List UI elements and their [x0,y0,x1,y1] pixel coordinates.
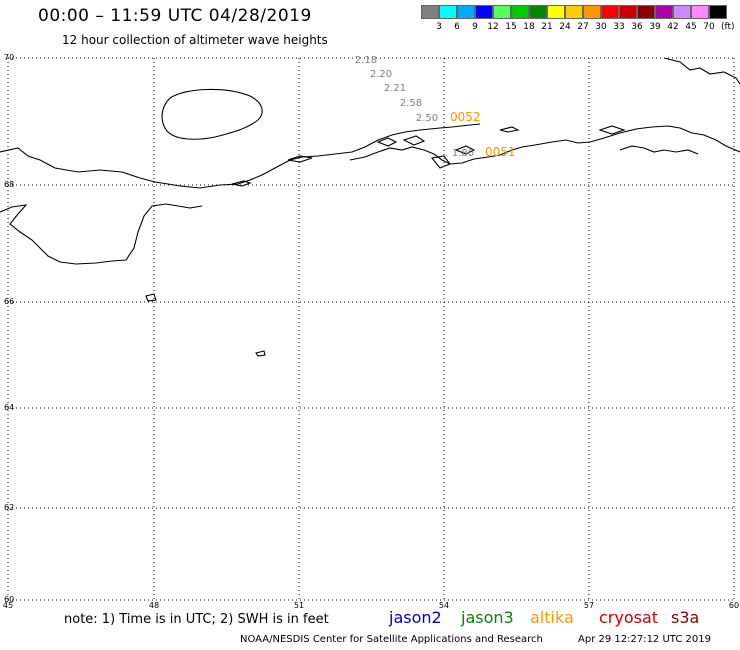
lon-label: 51 [294,601,304,610]
scale-label: 15 [505,22,517,32]
lat-label: 68 [4,180,14,189]
coastline [0,57,740,357]
lon-label: 48 [149,601,159,610]
scale-swatch [565,5,583,19]
scale-label: 70 [703,22,715,32]
scale-unit: (ft) [721,22,735,32]
wave-height-value: 2.18 [355,55,377,66]
wave-height-value: 2.21 [384,83,406,94]
scale-swatch [421,5,439,19]
mainland-coast [0,123,481,189]
bay-inner [231,180,252,187]
coast-detail-3 [454,145,476,155]
scale-swatch [691,5,709,19]
scale-swatch [529,5,547,19]
units-note: note: 1) Time is in UTC; 2) SWH is in fe… [64,612,329,627]
scale-label: 33 [613,22,625,32]
scale-swatch [439,5,457,19]
scale-label: 12 [487,22,499,32]
coast-detail-4 [499,126,520,133]
coast-detail-2 [402,135,426,146]
satellite-s3a: s3a [671,608,700,627]
credit-line: NOAA/NESDIS Center for Satellite Applica… [240,634,543,645]
lon-label: 57 [584,601,594,610]
pass-time-label: 0052 [450,110,481,124]
scale-label: 3 [436,22,442,32]
scale-swatch [457,5,475,19]
lon-label: 54 [439,601,449,610]
lat-label: 66 [4,297,14,306]
scale-swatch [709,5,727,19]
wave-height-color-scale [421,5,727,19]
pass-time-label: 0051 [485,145,516,159]
scale-swatch [637,5,655,19]
satellite-jason2: jason2 [389,608,442,627]
wave-height-value: 2.50 [416,113,438,124]
scale-label: 24 [559,22,571,32]
scale-label: 36 [631,22,643,32]
scale-swatch [547,5,565,19]
island-large [161,88,263,140]
small-island-1 [145,293,157,302]
lat-label: 62 [4,503,14,512]
satellite-jason3: jason3 [461,608,514,627]
lon-label: 45 [3,601,13,610]
east-coast [619,145,699,155]
small-island-2 [255,350,266,357]
map-subtitle: 12 hour collection of altimeter wave hei… [62,33,328,47]
wave-observations: 2.18 2.20 2.21 2.58 2.50 1.80 0052 0051 [355,55,516,159]
scale-swatch [493,5,511,19]
lat-lon-grid [7,57,735,601]
satellite-cryosat: cryosat [599,608,659,627]
west-coast-lower [0,203,203,265]
lat-label: 64 [4,403,14,412]
coast-detail-1 [376,137,398,147]
scale-label: 39 [649,22,661,32]
scale-label: 9 [472,22,478,32]
lat-label: 70 [4,53,14,62]
wave-height-value: 2.20 [370,69,392,80]
coast-detail-5 [598,125,626,135]
scale-swatch [655,5,673,19]
pechora-coast [349,125,740,165]
scale-label: 30 [595,22,607,32]
scale-swatch [673,5,691,19]
arctic-islands-ne [663,57,740,85]
scale-swatch [511,5,529,19]
wave-height-value: 2.58 [400,98,422,109]
scale-label: 45 [685,22,697,32]
scale-swatch [601,5,619,19]
scale-label: 6 [454,22,460,32]
scale-label: 18 [523,22,535,32]
scale-label: 27 [577,22,589,32]
scale-swatch [583,5,601,19]
map-title: 00:00 – 11:59 UTC 04/28/2019 [38,6,312,26]
inlet-2 [430,155,451,169]
satellite-altika: altika [530,608,574,627]
scale-label: 42 [667,22,679,32]
scale-label: 21 [541,22,553,32]
lon-label: 60 [729,601,739,610]
inlet-1 [287,155,313,163]
wave-height-value: 1.80 [452,148,474,159]
generation-timestamp: Apr 29 12:27:12 UTC 2019 [578,634,711,645]
scale-swatch [619,5,637,19]
scale-swatch [475,5,493,19]
lat-label: 60 [4,595,14,604]
